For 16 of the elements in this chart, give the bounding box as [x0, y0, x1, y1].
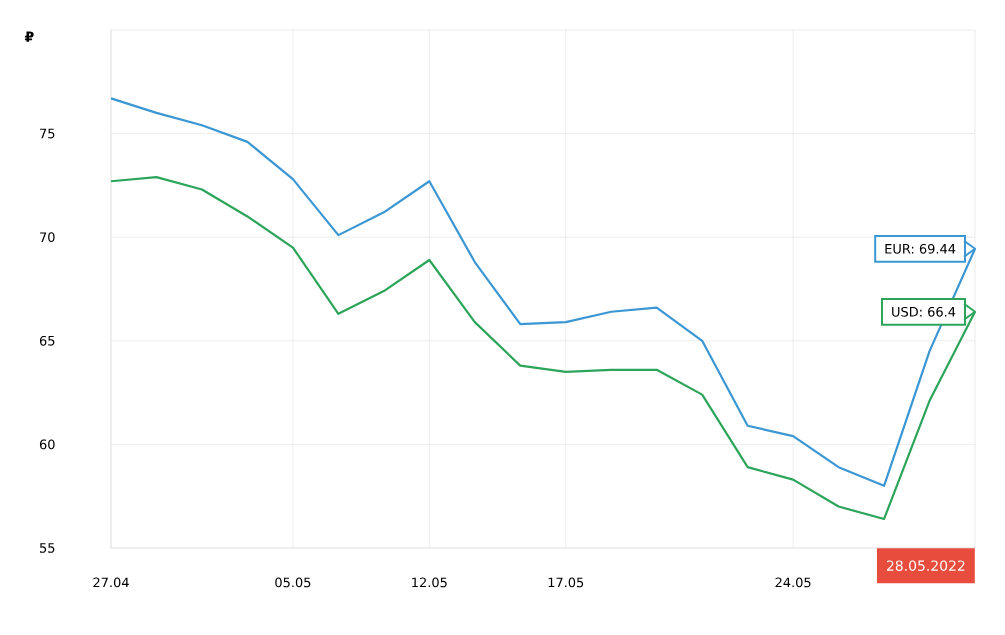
data-label: USD: 66.4 — [892, 306, 956, 317]
line-series — [109, 97, 977, 487]
data-label: EUR: 69.44 — [885, 243, 956, 254]
y-tick-label: 55 — [40, 543, 55, 553]
x-tick-label: 12.05 — [412, 577, 447, 588]
y-axis-title: ₽ — [24, 31, 34, 42]
y-tick-label: 70 — [40, 232, 55, 243]
x-tick-label: 05.05 — [275, 577, 311, 588]
y-tick-label: 60 — [39, 439, 55, 450]
x-tick-label: 24.05 — [775, 577, 811, 588]
x-tick-label: 27.04 — [93, 577, 129, 588]
y-tick-label: 75 — [40, 128, 55, 139]
text: 28.05.2022 — [886, 560, 965, 571]
x-tick-label: 17.05 — [548, 577, 584, 588]
y-tick-label: 65 — [39, 335, 55, 346]
line-series — [109, 176, 977, 521]
